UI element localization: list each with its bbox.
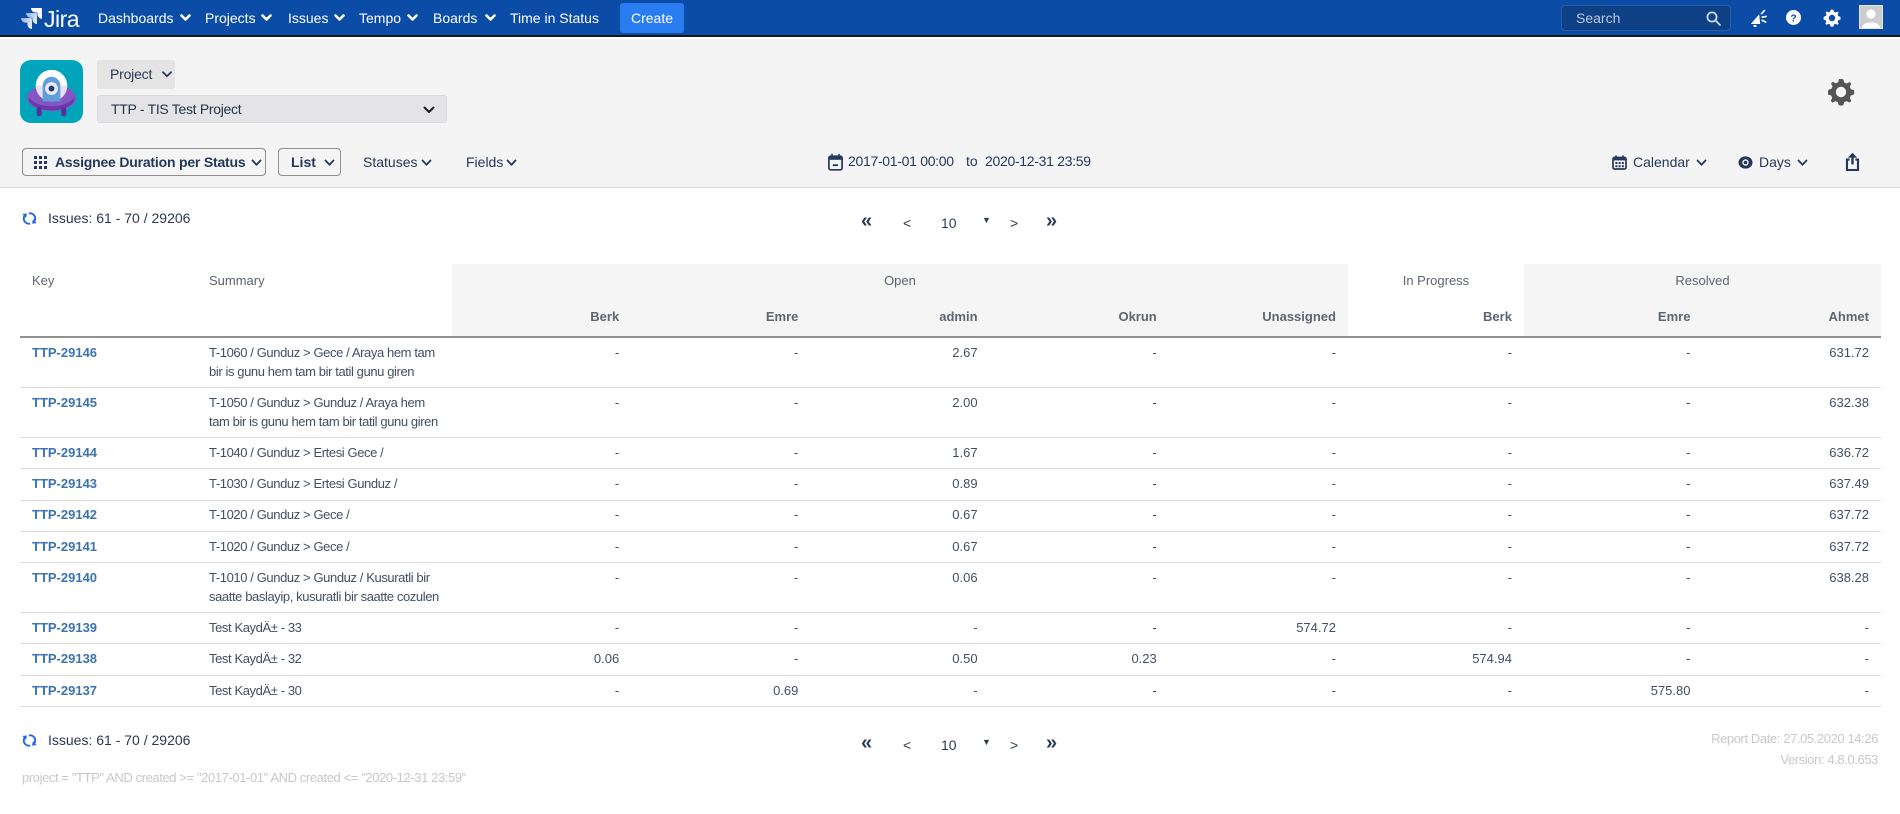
svg-text:?: ? xyxy=(1790,13,1796,24)
